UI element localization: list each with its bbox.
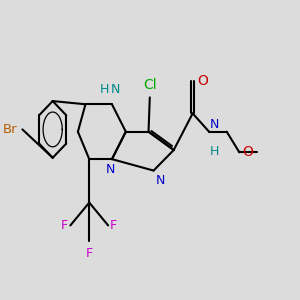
Text: F: F [110, 219, 117, 232]
Text: N: N [111, 83, 120, 96]
Text: H: H [210, 146, 219, 158]
Text: N: N [210, 118, 219, 131]
Text: N: N [156, 174, 166, 187]
Text: Br: Br [3, 123, 18, 136]
Text: O: O [242, 145, 253, 159]
Text: Cl: Cl [143, 78, 157, 92]
Text: F: F [86, 247, 93, 260]
Text: O: O [197, 74, 208, 88]
Text: H: H [100, 83, 110, 96]
Text: N: N [106, 163, 116, 176]
Text: F: F [61, 219, 68, 232]
